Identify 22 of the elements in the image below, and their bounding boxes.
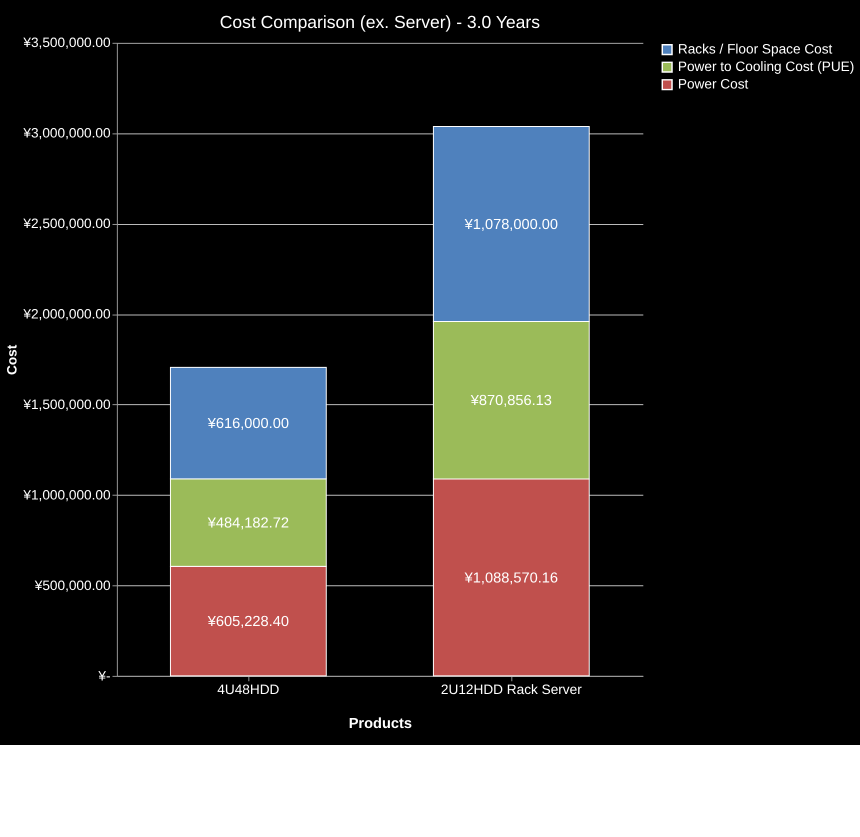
legend-label: Power Cost [678,76,749,92]
y-tick-label: ¥500,000.00 [34,578,111,593]
y-axis-title: Cost [4,344,20,375]
x-tick-label: 2U12HDD Rack Server [440,682,582,697]
data-label: ¥484,182.72 [206,515,289,532]
data-label: ¥616,000.00 [206,416,289,432]
chart-title: Cost Comparison (ex. Server) - 3.0 Years [220,12,540,32]
y-tick-label: ¥3,000,000.00 [22,126,111,141]
x-tick-label: 4U48HDD [217,682,280,697]
y-tick-label: ¥- [97,668,111,684]
y-tick-label: ¥3,500,000.00 [22,35,111,50]
legend-label: Racks / Floor Space Cost [678,42,833,57]
data-label: ¥1,088,570.16 [464,570,558,586]
data-label: ¥605,228.40 [206,614,289,630]
data-label: ¥1,078,000.00 [464,216,558,233]
y-tick-label: ¥2,000,000.00 [22,306,111,322]
y-tick-label: ¥1,500,000.00 [22,396,111,412]
x-axis-title: Products [348,716,412,732]
y-tick-label: ¥2,500,000.00 [22,216,111,232]
data-label: ¥870,856.13 [470,393,552,410]
y-tick-label: ¥1,000,000.00 [22,487,111,502]
legend-label: Power to Cooling Cost (PUE) [678,59,854,74]
